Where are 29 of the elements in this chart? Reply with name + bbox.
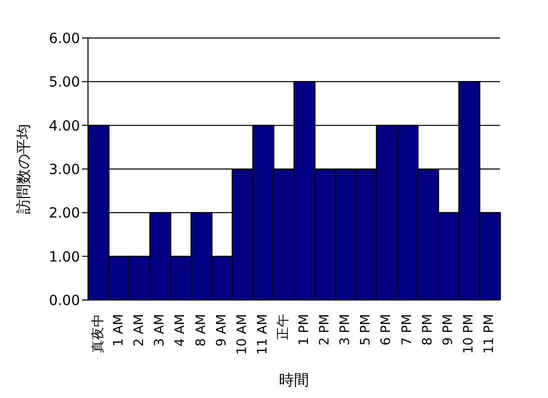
x-tick-label: 11 PM xyxy=(482,314,498,354)
y-axis-title: 訪問数の平均 xyxy=(14,124,32,214)
x-tick-label: 8 AM xyxy=(194,314,209,347)
x-tick-label: 11 AM xyxy=(256,314,271,355)
y-tick-label: 2.00 xyxy=(48,206,80,222)
y-tick-label: 0.00 xyxy=(48,292,80,309)
x-tick-label: 2 AM xyxy=(132,314,147,347)
x-tick-label: 10 AM xyxy=(235,314,250,355)
x-tick-label: 4 AM xyxy=(173,314,188,347)
y-tick-label: 3.00 xyxy=(48,162,80,178)
y-tick-label: 6.00 xyxy=(48,30,80,47)
x-tick-label: 6 PM xyxy=(379,314,394,346)
x-tick-label: 1 AM xyxy=(111,314,126,347)
x-tick-label: 2 PM xyxy=(317,314,332,346)
y-tick-label: 4.00 xyxy=(48,118,80,134)
x-tick-label: 9 PM xyxy=(441,314,456,346)
x-tick-label: 真夜中 xyxy=(90,314,106,353)
y-tick-label: 1.00 xyxy=(48,249,80,266)
x-axis-title: 時間 xyxy=(279,371,309,389)
x-tick-label: 7 PM xyxy=(400,314,415,346)
y-tick-label: 5.00 xyxy=(48,74,80,91)
x-tick-label: 5 PM xyxy=(358,314,374,346)
x-tick-label: 3 PM xyxy=(338,314,353,346)
x-tick-label: 9 AM xyxy=(214,314,230,347)
x-tick-label: 10 PM xyxy=(462,314,477,354)
x-tick-label: 正午 xyxy=(276,314,292,340)
x-tick-label: 1 PM xyxy=(296,314,312,346)
x-tick-label: 8 PM xyxy=(420,314,436,346)
x-tick-label: 3 AM xyxy=(152,314,168,347)
